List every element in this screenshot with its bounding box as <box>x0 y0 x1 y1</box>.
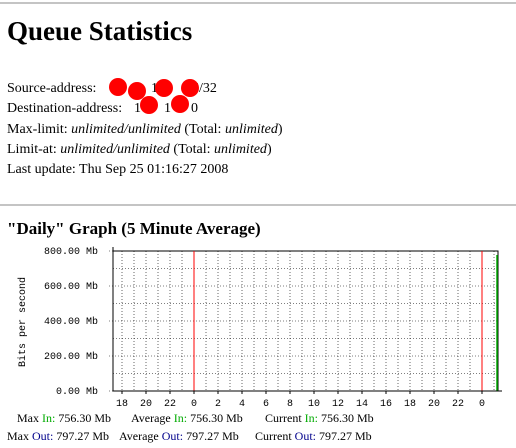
stat-value: 797.27 Mb <box>186 429 239 443</box>
y-tick-label: 800.00 Mb <box>44 246 98 258</box>
x-tick-label: 12 <box>332 399 344 410</box>
max-limit: Max-limit: unlimited/unlimited (Total: u… <box>7 122 283 137</box>
stat: Max Out: 797.27 Mb <box>7 429 109 443</box>
stat-label: Current <box>265 411 302 425</box>
stat-value: 797.27 Mb <box>56 429 109 443</box>
stat-label: Max <box>17 411 39 425</box>
stat-dir: In: <box>174 411 187 425</box>
stat-label: Average <box>119 429 159 443</box>
x-tick-label: 4 <box>239 399 245 410</box>
stat: Current Out: 797.27 Mb <box>255 429 372 443</box>
plot-area <box>112 250 499 392</box>
x-tick-label: 0 <box>479 399 485 410</box>
x-tick-label: 6 <box>263 399 269 410</box>
total-prefix: (Total: <box>173 142 210 157</box>
stat-dir: Out: <box>32 429 53 443</box>
y-tick-label: 200.00 Mb <box>44 351 98 363</box>
destination-part: 1 <box>164 101 171 116</box>
x-tick-label: 8 <box>287 399 293 410</box>
y-axis-label: Bits per second <box>17 277 29 367</box>
page-title: Queue Statistics <box>7 16 192 46</box>
stat-value: 756.30 Mb <box>190 411 243 425</box>
y-tick-label: 400.00 Mb <box>44 316 98 328</box>
label: Max-limit: <box>7 122 68 137</box>
stat-dir: In: <box>305 411 318 425</box>
destination-part: 1 <box>134 101 141 116</box>
stat: Max In: 756.30 Mb <box>17 411 111 425</box>
x-tick-label: 20 <box>140 399 152 410</box>
stat-label: Max <box>7 429 29 443</box>
stat-value: 756.30 Mb <box>58 411 111 425</box>
graph-heading: "Daily" Graph (5 Minute Average) <box>7 219 261 238</box>
x-tick-label: 2 <box>215 399 221 410</box>
limit-at: Limit-at: unlimited/unlimited (Total: un… <box>7 142 272 157</box>
stat-dir: Out: <box>162 429 183 443</box>
destination-label: Destination-address: <box>7 101 122 116</box>
stat-dir: Out: <box>295 429 316 443</box>
x-tick-label: 18 <box>404 399 416 410</box>
label: Limit-at: <box>7 142 57 157</box>
total-suffix: ) <box>267 142 272 157</box>
stat: Current In: 756.30 Mb <box>265 411 374 425</box>
x-tick-label: 18 <box>116 399 128 410</box>
x-tick-label: 22 <box>452 399 464 410</box>
y-tick-label: 0.00 Mb <box>56 386 98 398</box>
stat: Average In: 756.30 Mb <box>131 411 243 425</box>
last-update: Last update: Thu Sep 25 01:16:27 2008 <box>7 162 228 177</box>
value: unlimited/unlimited <box>60 142 171 157</box>
total: unlimited <box>225 122 279 137</box>
x-tick-label: 22 <box>164 399 176 410</box>
x-tick-label: 20 <box>428 399 440 410</box>
value: unlimited/unlimited <box>71 122 182 137</box>
source-label: Source-address: <box>7 81 96 96</box>
y-tick-label: 600.00 Mb <box>44 281 98 293</box>
x-tick-label: 16 <box>380 399 392 410</box>
destination-part: 0 <box>191 101 198 116</box>
source-part: 1 <box>151 81 158 96</box>
x-tick-label: 0 <box>191 399 197 410</box>
stat-value: 797.27 Mb <box>319 429 372 443</box>
x-tick-label: 10 <box>308 399 320 410</box>
redaction <box>109 78 199 100</box>
stat-value: 756.30 Mb <box>321 411 374 425</box>
x-tick-label: 14 <box>356 399 368 410</box>
stat: Average Out: 797.27 Mb <box>119 429 239 443</box>
stat-label: Average <box>131 411 171 425</box>
total: unlimited <box>214 142 268 157</box>
total-suffix: ) <box>278 122 283 137</box>
total-prefix: (Total: <box>184 122 221 137</box>
redaction <box>140 95 189 114</box>
stat-label: Current <box>255 429 292 443</box>
stat-dir: In: <box>42 411 55 425</box>
